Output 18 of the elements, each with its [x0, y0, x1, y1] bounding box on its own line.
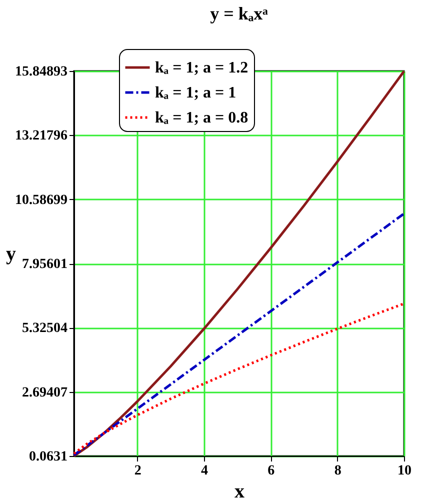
- x-tick-label: 8: [334, 464, 342, 478]
- y-tick-label: 15.84893: [15, 64, 68, 80]
- y-tick-label: 0.0631: [29, 450, 68, 464]
- y-tick-label: 2.69407: [22, 385, 68, 400]
- y-tick-label: 13.21796: [15, 128, 68, 144]
- y-tick-label: 5.32504: [22, 321, 68, 336]
- x-tick-label: 10: [398, 464, 412, 478]
- chart-title: y = kₐxᵃ: [210, 4, 269, 24]
- legend-label: kₐ = 1; a = 1: [155, 84, 236, 102]
- x-tick-label: 2: [134, 464, 142, 478]
- x-axis-title: x: [234, 480, 244, 500]
- legend-label: kₐ = 1; a = 1.2: [155, 60, 248, 76]
- y-tick-label: 7.95601: [22, 257, 68, 272]
- y-axis-title: y: [6, 243, 16, 265]
- y-tick-label: 10.58699: [15, 192, 68, 208]
- x-tick-label: 6: [268, 464, 275, 478]
- x-tick-label: 4: [201, 464, 208, 478]
- legend-label: kₐ = 1; a = 0.8: [155, 110, 248, 126]
